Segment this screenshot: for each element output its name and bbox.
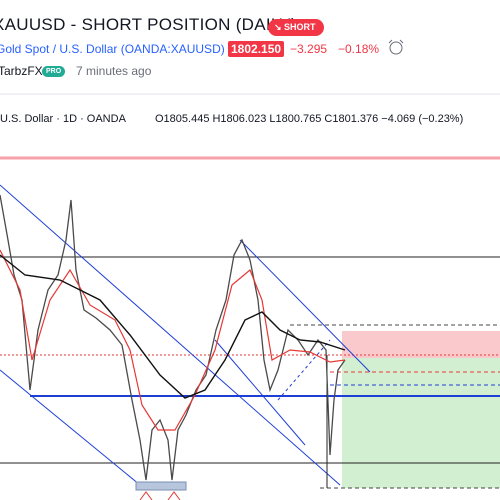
symbol-link[interactable]: Gold Spot / U.S. Dollar (OANDA:XAUUSD): [0, 42, 225, 56]
arrow-icons: [139, 491, 181, 500]
fast-ma: [0, 249, 346, 431]
slow-ma: [0, 254, 346, 399]
price: 1802.150: [228, 41, 285, 57]
channel-line: [239, 239, 371, 373]
target-zone: [342, 358, 500, 488]
author[interactable]: TarbzFX: [0, 64, 43, 78]
change: −3.295: [290, 42, 328, 56]
channel-line: [0, 369, 141, 486]
channel-line: [0, 184, 341, 486]
change-percent: −0.18%: [338, 42, 380, 56]
badge-text: SHORT: [284, 22, 316, 32]
legend-instrument: U.S. Dollar · 1D · OANDA: [0, 113, 126, 125]
short-badge: ↘ SHORT: [268, 19, 324, 36]
channel-line: [214, 339, 306, 446]
pro-badge: PRO: [42, 66, 66, 77]
zone-box: [135, 481, 187, 491]
idea-title: XAUUSD - SHORT POSITION (DAILY): [0, 15, 298, 34]
stop-zone: [342, 331, 500, 358]
legend-ohlc: O1805.445 H1806.023 L1800.765 C1801.376 …: [155, 113, 464, 125]
time-ago: 7 minutes ago: [76, 64, 152, 78]
alarm-icon: [388, 39, 404, 55]
channel-line: [277, 339, 331, 401]
